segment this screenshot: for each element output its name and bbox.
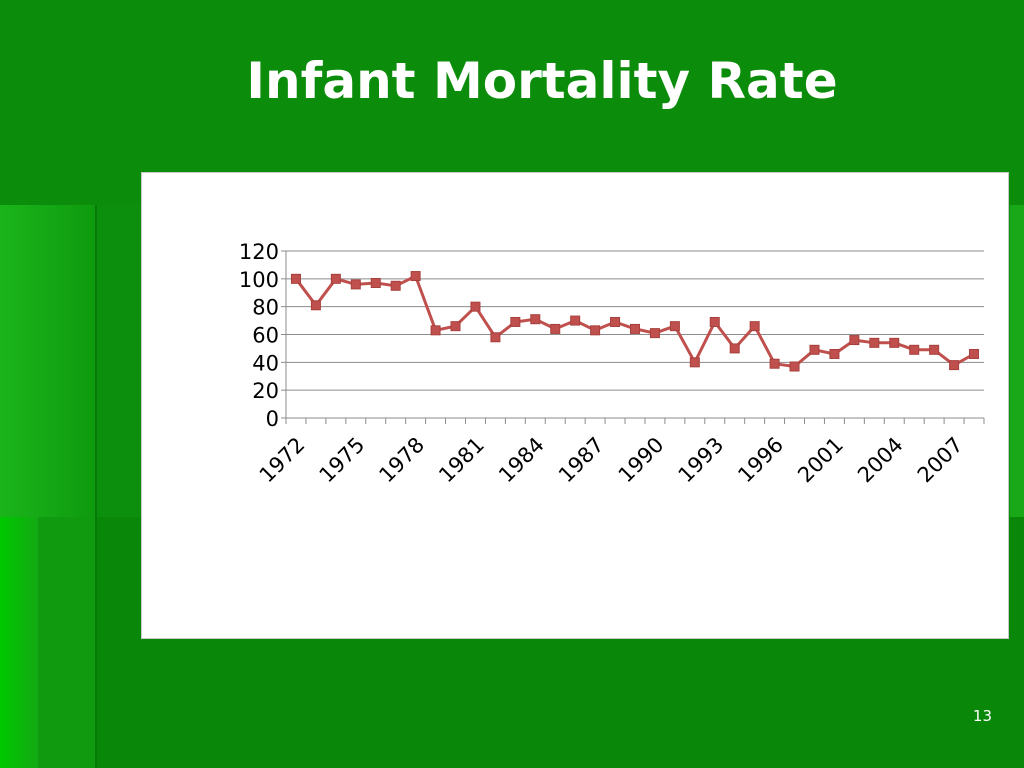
data-point-marker [390, 280, 401, 291]
data-point-marker [849, 335, 860, 346]
x-tick-label: 1978 [374, 433, 429, 488]
background-band-top [0, 0, 1024, 205]
background-strip-middle [38, 517, 95, 768]
data-point-marker [510, 316, 521, 327]
data-point-marker [949, 360, 960, 371]
x-tick-label: 1972 [255, 433, 310, 488]
data-point-marker [550, 323, 561, 334]
data-point-marker [749, 321, 760, 332]
data-point-marker [470, 301, 481, 312]
data-point-marker [829, 348, 840, 359]
data-point-marker [649, 328, 660, 339]
data-point-marker [909, 344, 920, 355]
y-tick-label: 120 [239, 240, 279, 264]
data-point-marker [530, 314, 541, 325]
y-tick-label: 40 [252, 351, 279, 375]
data-point-marker [769, 358, 780, 369]
data-point-marker [350, 279, 361, 290]
data-point-marker [430, 325, 441, 336]
data-point-marker [809, 344, 820, 355]
data-point-marker [869, 337, 880, 348]
x-tick-label: 1987 [554, 433, 609, 488]
data-point-marker [310, 300, 321, 311]
data-point-marker [450, 321, 461, 332]
data-point-marker [709, 316, 720, 327]
page-number: 13 [972, 707, 992, 725]
data-point-marker [370, 278, 381, 289]
data-point-marker [929, 344, 940, 355]
x-tick-label: 1996 [733, 433, 788, 488]
x-tick-label: 2004 [853, 433, 908, 488]
data-point-marker [969, 348, 980, 359]
data-point-marker [330, 273, 341, 284]
y-tick-label: 100 [239, 268, 279, 292]
data-point-marker [490, 332, 501, 343]
data-point-marker [410, 271, 421, 282]
y-tick-label: 0 [266, 407, 279, 431]
x-tick-label: 2001 [793, 433, 848, 488]
y-tick-label: 80 [252, 296, 279, 320]
data-point-marker [290, 273, 301, 284]
data-point-marker [630, 323, 640, 334]
x-tick-label: 1993 [674, 433, 729, 488]
data-point-marker [889, 337, 900, 348]
data-point-marker [590, 325, 601, 336]
data-point-marker [689, 357, 700, 368]
chart-container: 0 20 40 60 80 100 120 1972 1975 1978 1981 1984 1987 1… [141, 172, 1009, 639]
x-tick-label: 1990 [614, 433, 669, 488]
y-tick-label: 60 [252, 324, 279, 348]
background-strip-bright [0, 517, 38, 768]
x-tick-label: 1984 [494, 433, 549, 488]
data-point-marker [669, 321, 680, 332]
x-tick-label: 1975 [315, 433, 370, 488]
data-point-marker [789, 361, 800, 372]
data-point-marker [729, 343, 740, 354]
background-divider-line [95, 205, 97, 768]
x-tick-label: 2007 [913, 433, 968, 488]
y-tick-label: 20 [252, 379, 279, 403]
background-strip-right [1010, 205, 1024, 517]
data-point-marker [570, 315, 581, 326]
data-point-marker [610, 316, 621, 327]
slide-title: Infant Mortality Rate [246, 52, 838, 110]
x-tick-label: 1981 [434, 433, 489, 488]
